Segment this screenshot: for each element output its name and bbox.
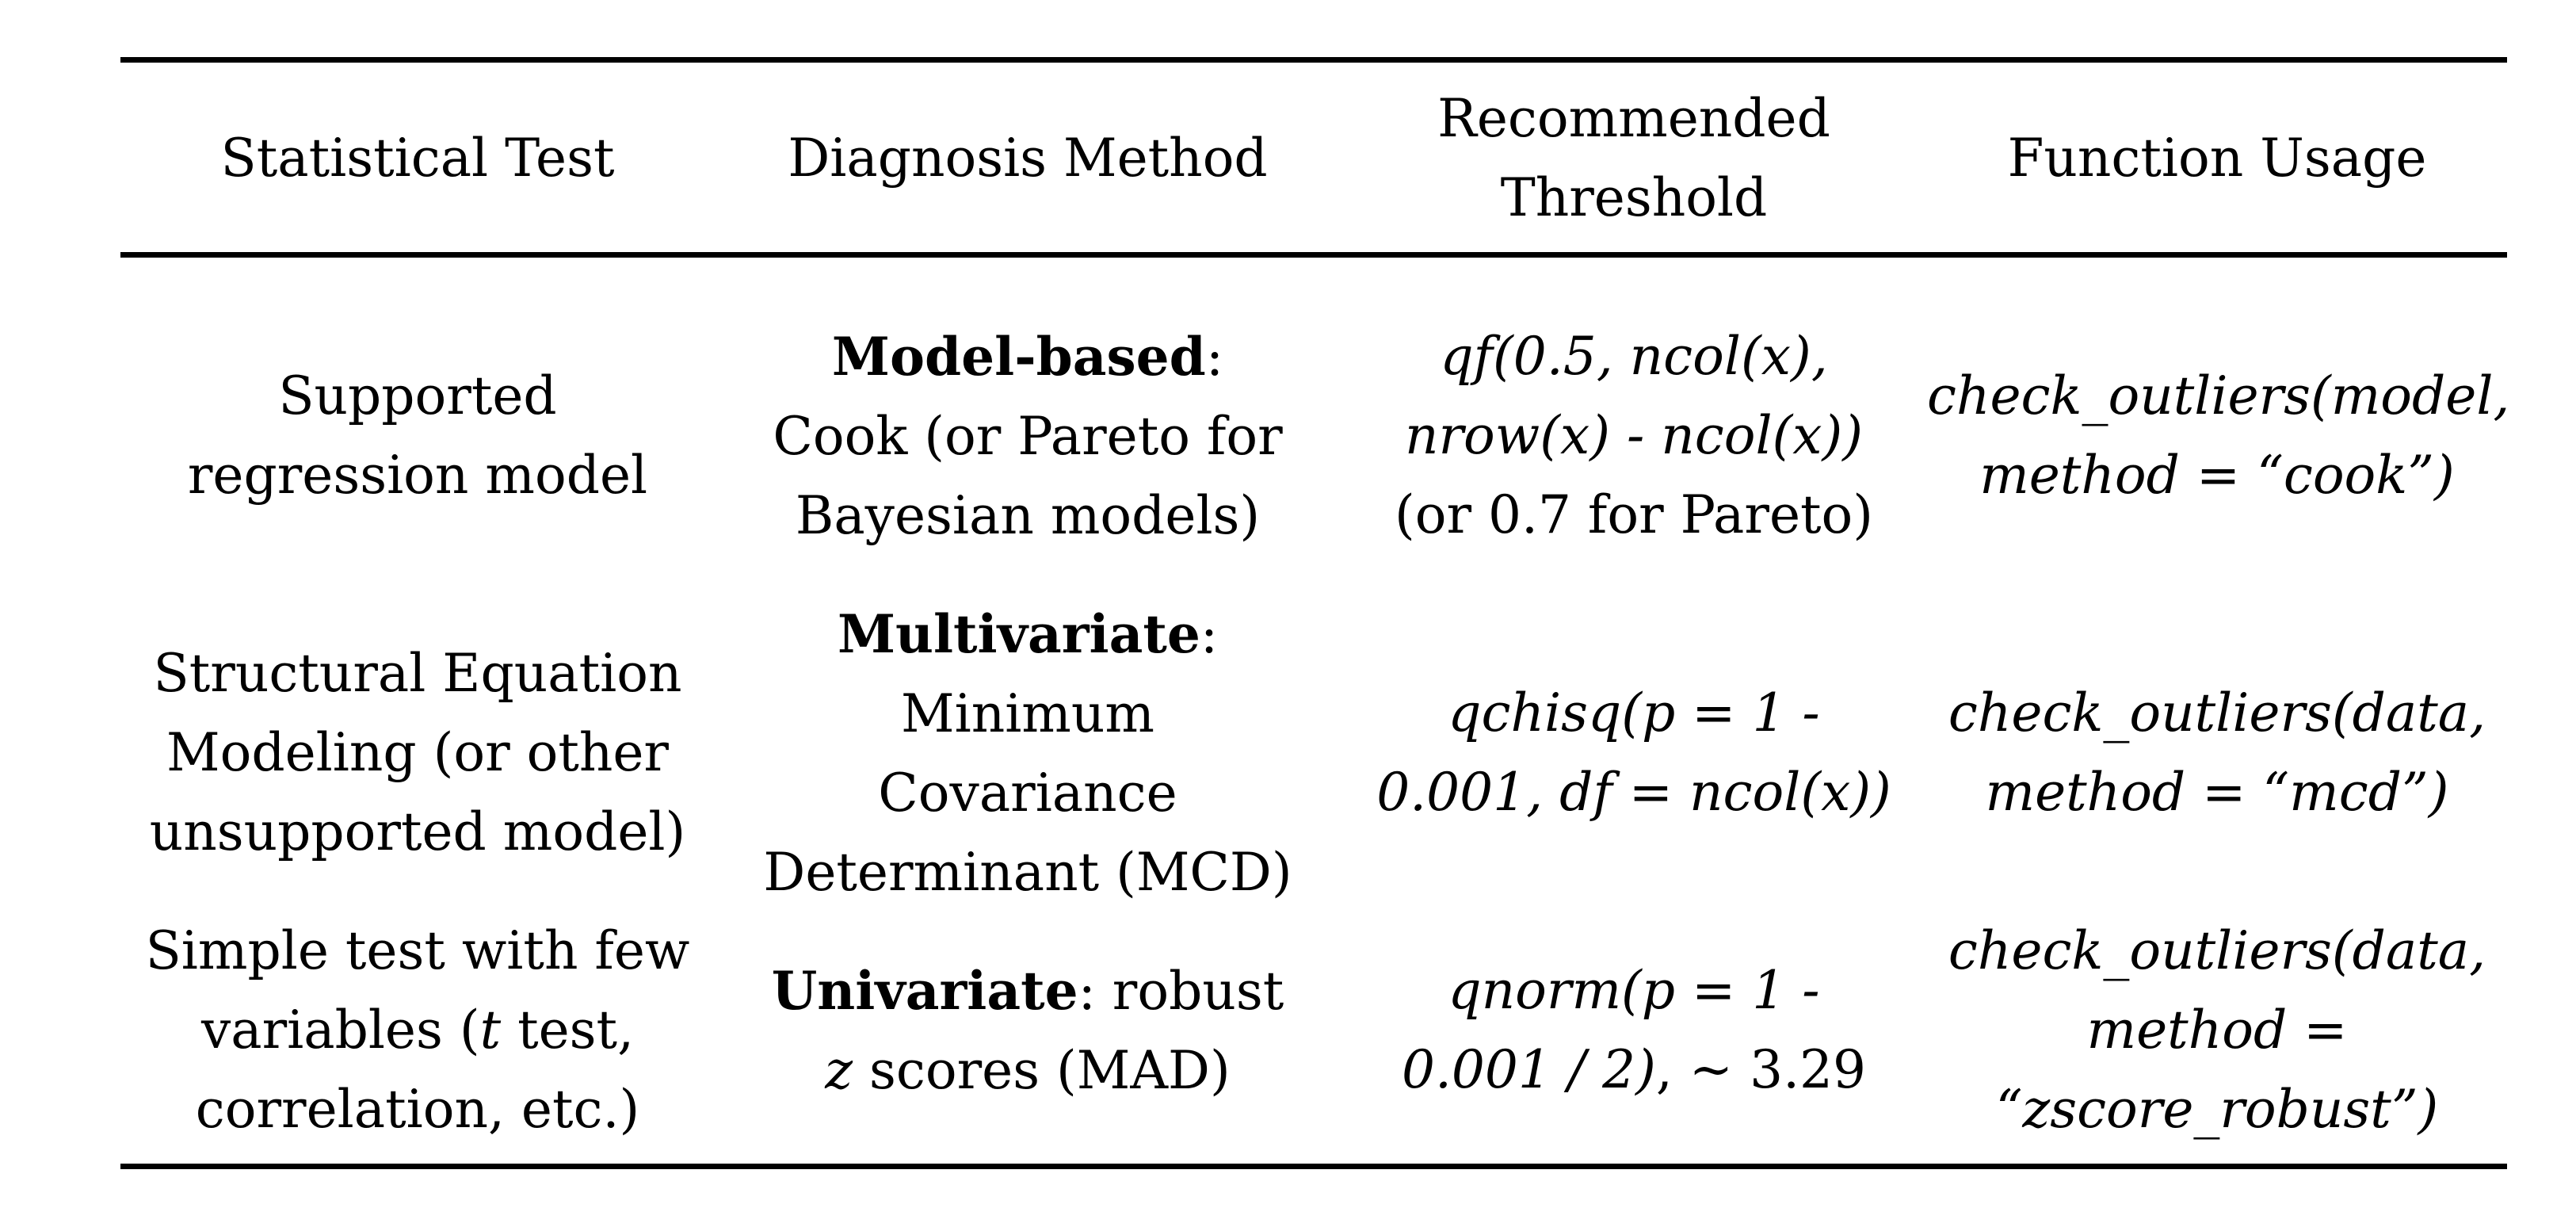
row1-threshold-line2: nrow(x) - ncol(x))	[1404, 405, 1864, 466]
row3-method-bold: Univariate	[771, 960, 1078, 1022]
row2-test-line2: Modeling (or other	[166, 722, 669, 783]
row1-usage-line1: check_outliers(model,	[1927, 365, 2510, 426]
header-diagnosis-method: Diagnosis Method	[715, 119, 1341, 198]
row3-statistical-test: Simple test with few variables (t test, …	[120, 912, 715, 1149]
row1-method-bold: Model-based	[831, 326, 1206, 388]
row1-function-usage: check_outliers(model, method = “cook”)	[1927, 357, 2510, 515]
row3-method-rest: : robust	[1078, 961, 1284, 1022]
row2-method-line2: Minimum	[901, 683, 1154, 744]
row2-threshold-line2: 0.001, df = ncol(x))	[1376, 762, 1891, 823]
row3-threshold-line2-plain: , ~ 3.29	[1655, 1039, 1867, 1100]
row1-test-line1: Supported	[278, 365, 557, 426]
row2-usage-line2: method = “mcd”)	[1985, 762, 2449, 823]
row1-usage-line2: method = “cook”)	[1979, 445, 2455, 506]
row3-method-line1: Univariate: robust	[715, 951, 1341, 1031]
row1-method-line1: Model-based:	[715, 317, 1341, 397]
row1-method-line3: Bayesian models)	[795, 485, 1261, 546]
row2-usage-line1: check_outliers(data,	[1948, 682, 2486, 744]
row1-method-colon: :	[1205, 327, 1224, 388]
row2-method-colon: :	[1200, 604, 1219, 665]
row3-method-line2: z scores (MAD)	[715, 1031, 1341, 1111]
header-statistical-test-label: Statistical Test	[220, 128, 615, 189]
row3-method-line2-rest: scores (MAD)	[853, 1040, 1231, 1101]
table-top-rule	[120, 57, 2507, 63]
row3-usage-line2: method =	[2086, 1000, 2348, 1061]
row1-test-line2: regression model	[187, 445, 648, 506]
row3-function-usage: check_outliers(data, method = “zscore_ro…	[1927, 912, 2507, 1149]
row3-test-line3: correlation, etc.)	[195, 1079, 640, 1140]
header-recommended-threshold: Recommended Threshold	[1341, 79, 1927, 238]
row2-method-line1: Multivariate:	[715, 594, 1341, 675]
row2-statistical-test: Structural Equation Modeling (or other u…	[120, 634, 715, 872]
row1-method-line2: Cook (or Pareto for	[773, 406, 1283, 467]
row2-method-bold: Multivariate	[837, 603, 1200, 665]
row1-diagnosis-method: Model-based: Cook (or Pareto for Bayesia…	[715, 317, 1341, 556]
row2-threshold: qchisq(p = 1 - 0.001, df = ncol(x))	[1341, 674, 1927, 832]
row3-diagnosis-method: Univariate: robust z scores (MAD)	[715, 951, 1341, 1111]
row3-threshold-line2: 0.001 / 2), ~ 3.29	[1341, 1030, 1927, 1110]
row2-function-usage: check_outliers(data, method = “mcd”)	[1927, 674, 2507, 832]
row3-test-line2-italic: t	[479, 1000, 502, 1061]
row3-threshold: qnorm(p = 1 - 0.001 / 2), ~ 3.29	[1341, 951, 1927, 1110]
row1-threshold-line3: (or 0.7 for Pareto)	[1394, 484, 1874, 545]
row3-test-line2: variables (t test,	[120, 991, 715, 1070]
row3-method-line2-italic: z	[825, 1040, 853, 1101]
header-statistical-test: Statistical Test	[120, 119, 715, 198]
row2-test-line3: unsupported model)	[149, 801, 686, 862]
table-header-rule	[120, 252, 2507, 258]
row3-threshold-line2-italic: 0.001 / 2)	[1401, 1039, 1656, 1100]
header-diagnosis-method-label: Diagnosis Method	[788, 128, 1268, 189]
row1-statistical-test: Supported regression model	[120, 357, 715, 515]
row1-threshold-line1: qf(0.5, ncol(x),	[1440, 326, 1828, 387]
row2-threshold-line1: qchisq(p = 1 -	[1448, 682, 1820, 744]
table-bottom-rule	[120, 1164, 2507, 1169]
row3-usage-line1: check_outliers(data,	[1948, 920, 2486, 981]
row2-test-line1: Structural Equation	[153, 643, 682, 704]
row1-threshold: qf(0.5, ncol(x), nrow(x) - ncol(x)) (or …	[1341, 317, 1927, 555]
row3-threshold-line1: qnorm(p = 1 -	[1448, 960, 1820, 1021]
header-function-usage: Function Usage	[1927, 119, 2507, 198]
header-function-usage-label: Function Usage	[2007, 128, 2427, 189]
row2-diagnosis-method: Multivariate: Minimum Covariance Determi…	[715, 594, 1341, 912]
row3-usage-line3: “zscore_robust”)	[1995, 1079, 2439, 1140]
row3-test-line2-post: test,	[501, 1000, 635, 1061]
row2-method-line3: Covariance	[878, 763, 1177, 824]
row3-test-line2-pre: variables (	[200, 1000, 480, 1061]
header-threshold-line2: Threshold	[1500, 167, 1768, 228]
row2-method-line4: Determinant (MCD)	[763, 842, 1292, 903]
row3-test-line1: Simple test with few	[145, 920, 690, 981]
header-threshold-line1: Recommended	[1437, 88, 1830, 149]
